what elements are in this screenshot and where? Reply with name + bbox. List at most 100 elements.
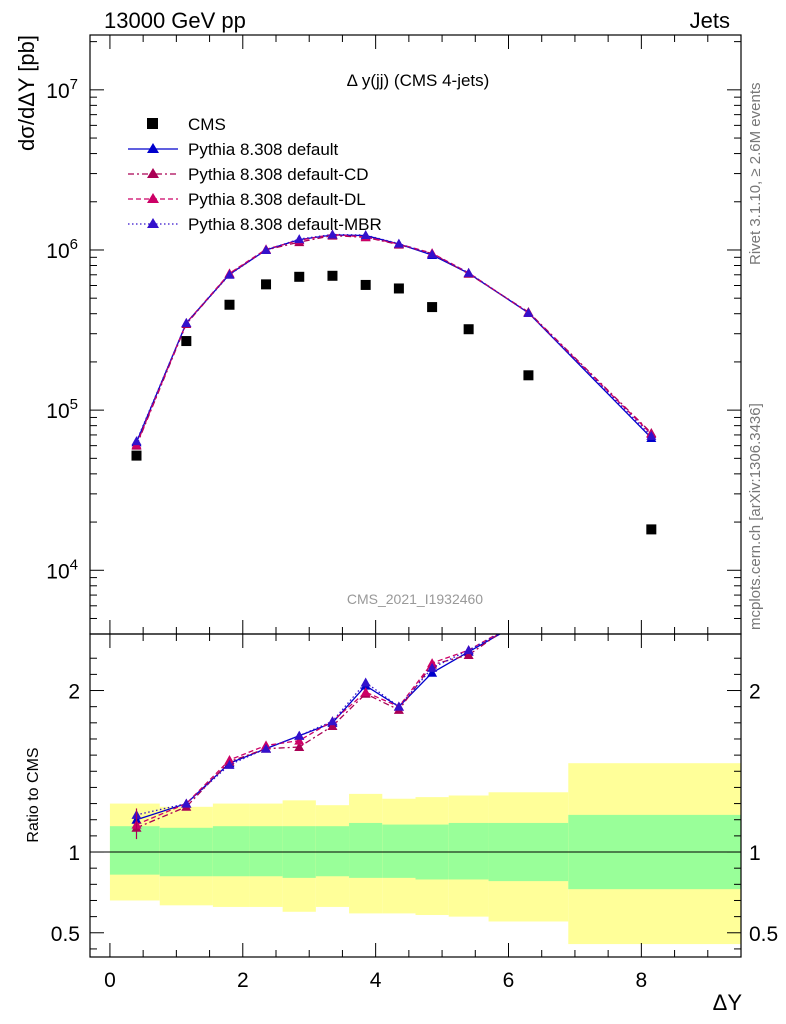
legend-label-cd: Pythia 8.308 default-CD bbox=[188, 165, 369, 184]
mcplots-source-label: mcplots.cern.ch [arXiv:1306.3436] bbox=[747, 403, 764, 630]
series-marker-mbr bbox=[360, 230, 371, 240]
x-tick-label: 8 bbox=[636, 969, 648, 992]
main-y-axis: 104 105 106 107 bbox=[46, 35, 741, 635]
analysis-watermark: CMS_2021_I1932460 bbox=[347, 591, 483, 607]
legend-marker-default bbox=[147, 143, 159, 153]
legend-marker-mbr bbox=[147, 218, 159, 228]
x-axis-label: ΔY bbox=[713, 990, 743, 1015]
ratio-marker-default bbox=[427, 667, 438, 677]
cms-data-point bbox=[224, 299, 235, 310]
cms-data-point bbox=[131, 450, 142, 461]
green-band-bin bbox=[249, 826, 283, 877]
ratio-marker-mbr bbox=[646, 390, 656, 399]
main-series-group bbox=[131, 229, 657, 535]
series-marker-mbr bbox=[646, 430, 657, 440]
ratio-marker-mbr bbox=[261, 743, 272, 753]
legend-marker-cd bbox=[147, 168, 159, 178]
cms-data-point bbox=[327, 270, 338, 281]
header-collision-label: 13000 GeV pp bbox=[104, 8, 246, 33]
ratio-marker-default bbox=[646, 411, 656, 420]
series-marker-mbr bbox=[224, 269, 235, 279]
green-band-bin bbox=[109, 826, 160, 875]
rivet-version-label: Rivet 3.1.10, ≥ 2.6M events bbox=[747, 83, 764, 266]
series-marker-mbr bbox=[181, 317, 192, 327]
ratio-uncertainty-bands bbox=[109, 763, 741, 945]
ratio-marker-cd bbox=[523, 608, 533, 617]
green-band-bin bbox=[448, 822, 489, 880]
green-band-bin bbox=[349, 822, 383, 878]
header-process-label: Jets bbox=[690, 8, 730, 33]
green-band-bin bbox=[382, 824, 416, 878]
series-marker-mbr bbox=[463, 267, 474, 277]
ratio-marker-dl bbox=[523, 611, 533, 620]
ratio-marker-cd bbox=[294, 742, 305, 752]
series-line-mbr bbox=[135, 233, 652, 442]
series-marker-mbr bbox=[327, 229, 338, 239]
ratio-marker-mbr bbox=[427, 662, 438, 672]
ratio-marker-dl bbox=[427, 658, 438, 668]
ratio-y-tick-label-right: 1 bbox=[749, 842, 761, 865]
cms-data-point bbox=[646, 524, 657, 535]
ratio-marker-mbr bbox=[523, 613, 533, 622]
x-tick-label: 6 bbox=[503, 969, 515, 992]
ratio-marker-mbr bbox=[181, 798, 192, 808]
series-line-cd bbox=[135, 234, 652, 446]
green-band-bin bbox=[212, 826, 250, 877]
ratio-marker-mbr bbox=[463, 645, 474, 655]
cms-data-point bbox=[393, 283, 404, 294]
ratio-series-group bbox=[131, 363, 656, 840]
ratio-y-tick-label-right: 2 bbox=[749, 681, 761, 704]
ratio-marker-cd bbox=[327, 721, 338, 731]
legend: CMS Pythia 8.308 default Pythia 8.308 defa… bbox=[128, 115, 382, 234]
main-y-axis-label: dσ/dΔY [pb] bbox=[14, 35, 39, 151]
cms-data-point bbox=[427, 302, 438, 313]
cms-data-point bbox=[463, 324, 474, 335]
series-line-default bbox=[135, 234, 652, 443]
y-tick-label: 104 bbox=[46, 556, 78, 583]
legend-label-dl: Pythia 8.308 default-DL bbox=[188, 190, 366, 209]
ratio-marker-dl bbox=[224, 754, 235, 764]
y-tick-label: 106 bbox=[46, 236, 78, 263]
ratio-y-axis-label: Ratio to CMS bbox=[25, 747, 42, 842]
cms-data-point bbox=[261, 279, 272, 290]
ratio-marker-default bbox=[523, 613, 533, 622]
cms-data-point bbox=[181, 336, 192, 347]
series-marker-mbr bbox=[427, 249, 438, 259]
series-line-dl bbox=[135, 233, 652, 445]
legend-marker-cms bbox=[147, 118, 158, 129]
ratio-plot-area: 0 2 4 6 8 0.5 0.5 1 1 2 2 bbox=[51, 363, 778, 992]
x-tick-label: 0 bbox=[104, 969, 116, 992]
legend-label-mbr: Pythia 8.308 default-MBR bbox=[188, 215, 382, 234]
cms-data-point bbox=[523, 370, 534, 381]
series-marker-mbr bbox=[393, 238, 404, 248]
x-tick-label: 4 bbox=[370, 969, 382, 992]
y-tick-label: 107 bbox=[46, 76, 78, 103]
series-marker-mbr bbox=[261, 244, 272, 254]
legend-label-cms: CMS bbox=[188, 115, 226, 134]
y-tick-label: 105 bbox=[46, 396, 78, 423]
ratio-marker-mbr bbox=[327, 716, 338, 726]
ratio-marker-dl bbox=[294, 735, 305, 745]
ratio-marker-mbr bbox=[360, 677, 371, 687]
ratio-y-tick-label: 1 bbox=[68, 842, 80, 865]
ratio-y-tick-label: 0.5 bbox=[51, 923, 80, 946]
ratio-marker-mbr bbox=[294, 730, 305, 740]
series-marker-mbr bbox=[294, 234, 305, 244]
green-band-bin bbox=[315, 826, 350, 877]
ratio-marker-dl bbox=[646, 371, 656, 380]
ratio-marker-mbr bbox=[224, 759, 235, 769]
cms-data-point bbox=[360, 279, 371, 290]
ratio-line-default bbox=[136, 634, 502, 821]
legend-label-default: Pythia 8.308 default bbox=[188, 140, 339, 159]
ratio-marker-cd bbox=[646, 363, 656, 372]
cms-data-point bbox=[294, 271, 305, 282]
x-tick-label: 2 bbox=[237, 969, 249, 992]
plot-title: Δ y(jj) (CMS 4-jets) bbox=[347, 71, 490, 90]
ratio-y-tick-label: 2 bbox=[68, 681, 80, 704]
series-marker-mbr bbox=[131, 436, 142, 446]
ratio-marker-dl bbox=[360, 687, 371, 697]
series-marker-mbr bbox=[523, 307, 534, 317]
ratio-marker-cd bbox=[463, 649, 474, 659]
ratio-plot-frame bbox=[89, 633, 742, 958]
